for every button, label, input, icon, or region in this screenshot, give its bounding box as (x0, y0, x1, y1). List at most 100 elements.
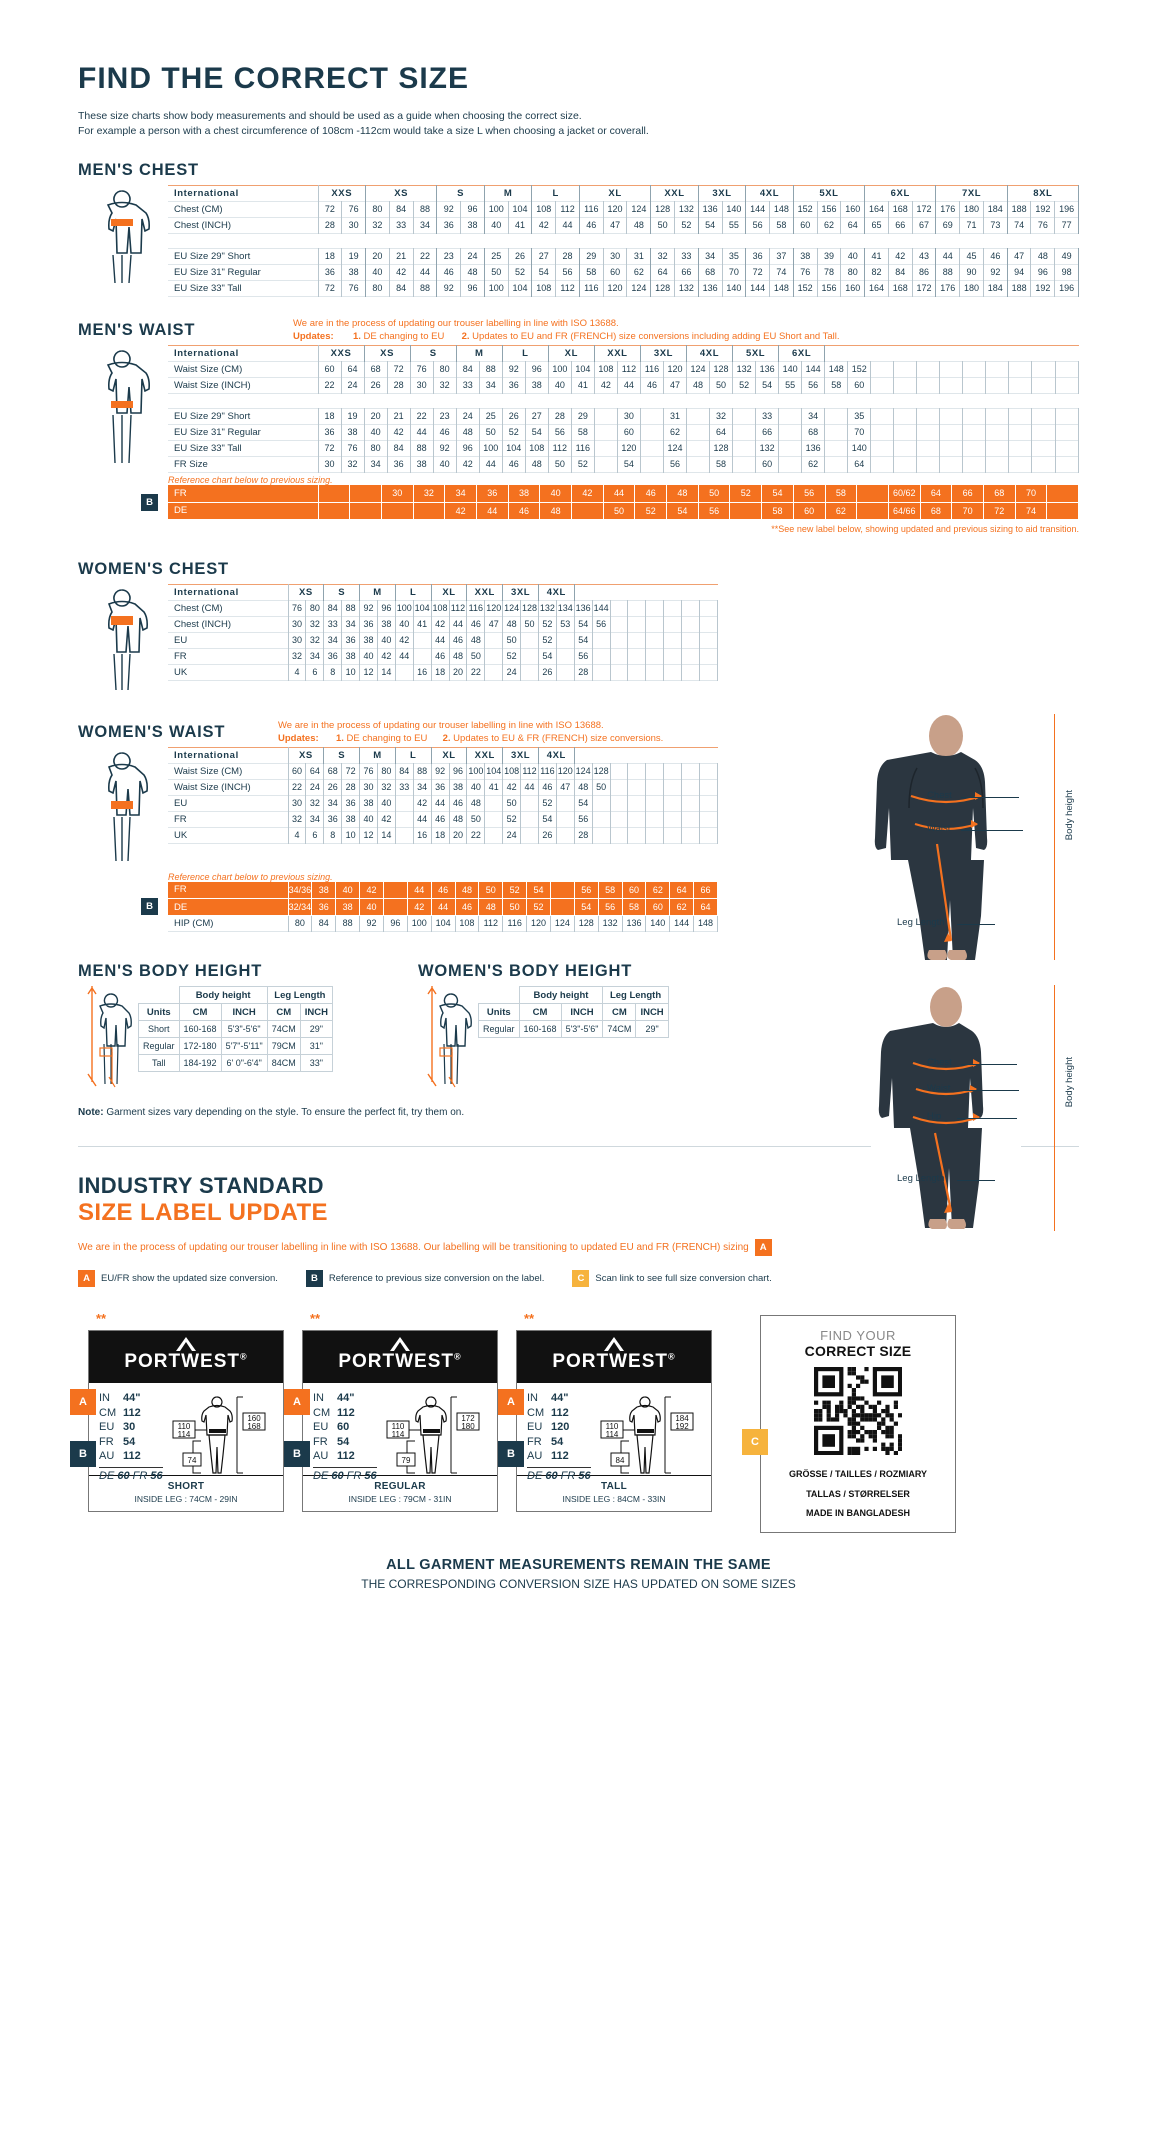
table-cell (1031, 408, 1056, 425)
table-cell: 74CM (602, 1020, 637, 1038)
column-header: 4XL (686, 345, 734, 362)
column-header: INCH (220, 1003, 268, 1021)
badge-a-card: A (498, 1389, 524, 1415)
table-row: EU Size 33" Tall 72 76 80 84 88 92 96 100 104 108 1… (168, 280, 1079, 297)
size-value: 44" (551, 1392, 569, 1404)
asterisk-marker: ** (96, 1311, 107, 1326)
table-cell: 188 (1007, 280, 1032, 297)
table-cell: 48 (666, 485, 699, 503)
womens-waist-note-line1: We are in the process of updating our tr… (278, 719, 604, 731)
table-cell: 27 (531, 248, 557, 265)
intro-line-1: These size charts show body measurements… (78, 110, 582, 122)
table-cell: 128 (520, 600, 539, 616)
table-cell: 44 (395, 648, 414, 664)
table-cell (484, 632, 504, 648)
table-cell: 42 (571, 485, 604, 503)
label-measurement-diagram: 110 114 172 180 79 (383, 1391, 491, 1474)
table-cell: 52 (502, 648, 522, 664)
table-cell: 46 (640, 377, 664, 394)
column-header: 5XL (732, 345, 780, 362)
qr-langs-line-2: TALLAS / STØRRELSER (806, 1489, 910, 1500)
industry-title-1: INDUSTRY STANDARD (78, 1173, 324, 1198)
table-cell: 42 (413, 795, 432, 811)
table-cell (916, 361, 941, 378)
table-cell: 128 (650, 201, 675, 218)
table-cell: 42 (456, 456, 480, 473)
table-cell (592, 648, 611, 664)
row-label: Chest (INCH) (168, 616, 289, 632)
brand-name: PORTWEST® (552, 1351, 676, 1372)
column-header: L (395, 584, 432, 600)
table-cell (699, 795, 719, 811)
label-measurement-diagram: 110 114 160 168 74 (169, 1391, 277, 1474)
table-cell (732, 456, 757, 473)
mens-body-height-block: MEN'S BODY HEIGHT (78, 962, 378, 1093)
table-row: Tall 184-192 6' 0"-6'4" 84CM 33" (138, 1054, 334, 1072)
mens-chest-table: International XXS XS S M L XL XXL 3XL 4XL 5XL 6XL 7X… (168, 185, 1080, 297)
table-cell: 28 (318, 217, 343, 234)
size-key: CM (313, 1406, 331, 1419)
table-cell (645, 779, 665, 795)
table-cell: 92 (431, 763, 450, 779)
table-header-row: International XS S M L XL XXL 3XL 4XL (168, 584, 718, 600)
table-cell (627, 827, 647, 843)
table-cell (413, 648, 432, 664)
table-cell (610, 827, 629, 843)
table-cell: 124 (550, 916, 575, 932)
table-cell: 8 (323, 664, 343, 680)
row-label: Regular (138, 1037, 180, 1055)
table-cell: 37 (769, 248, 794, 265)
table-cell: 35 (847, 408, 872, 425)
table-cell: 96 (525, 361, 549, 378)
svg-text:180: 180 (461, 1422, 475, 1431)
qr-code-icon[interactable] (813, 1367, 903, 1456)
size-chart-page: FIND THE CORRECT SIZE These size charts … (0, 62, 1157, 1591)
table-cell: 31 (663, 408, 688, 425)
table-cell: 140 (722, 280, 747, 297)
table-cell: 36 (745, 248, 771, 265)
table-cell: 54 (574, 795, 593, 811)
size-key: EU (527, 1421, 543, 1433)
table-cell (349, 502, 382, 520)
table-cell: 50 (466, 648, 486, 664)
group-header-leg-length: Leg Length (602, 986, 669, 1004)
table-cell: 26 (538, 664, 557, 680)
callout-line-leg (957, 924, 995, 925)
bottom-line-1: ALL GARMENT MEASUREMENTS REMAIN THE SAME (386, 1557, 771, 1574)
table-cell: 54 (525, 424, 549, 441)
womens-waist-table: International XS S M L XL XXL 3XL 4XL Waist Size… (168, 747, 719, 844)
table-cell (484, 827, 504, 843)
table-cell: 52 (634, 502, 668, 520)
table-cell: 76 (341, 440, 365, 457)
table-cell (681, 664, 700, 680)
table-cell: 32 (650, 248, 675, 265)
label-body: IN 44" CM 112 EU 30 FR 54 AU 112 DE 60 FR 56 110 114… (89, 1383, 283, 1482)
table-cell: 38 (341, 424, 365, 441)
table-cell: 64/66 (888, 502, 921, 520)
size-list: IN 44" CM 112 EU 60 FR 54 AU 112 DE 60 FR 56 (313, 1391, 377, 1482)
size-value: 44" (123, 1392, 141, 1404)
table-cell: 56 (574, 811, 593, 827)
table-cell (627, 632, 647, 648)
womens-waist-update2: Updates to EU & FR (FRENCH) size convers… (453, 732, 664, 744)
size-row: FR 54 (527, 1435, 591, 1450)
table-cell: 46 (436, 264, 462, 281)
table-cell: 128 (709, 440, 734, 457)
table-cell: 156 (817, 201, 842, 218)
garment-label: PORTWEST® IN 44" CM 112 EU 60 FR 54 AU 112 DE 60 FR… (302, 1330, 498, 1512)
table-cell: 46 (579, 217, 604, 234)
table-cell: 38 (410, 456, 434, 473)
table-cell: 20 (365, 248, 390, 265)
qr-title-2: CORRECT SIZE (804, 1343, 912, 1359)
table-cell: 64 (341, 361, 365, 378)
column-header: 8XL (1007, 185, 1080, 202)
table-cell (484, 811, 504, 827)
size-key: FR (99, 1435, 114, 1448)
callout-chest: Chest (927, 790, 952, 801)
table-cell: 38 (341, 811, 361, 827)
table-cell: 38 (335, 898, 361, 916)
table-cell: 104 (571, 361, 595, 378)
table-cell: 21 (389, 248, 414, 265)
table-cell (686, 424, 711, 441)
previous-size-conversion: DE 60 FR 56 (99, 1466, 163, 1482)
